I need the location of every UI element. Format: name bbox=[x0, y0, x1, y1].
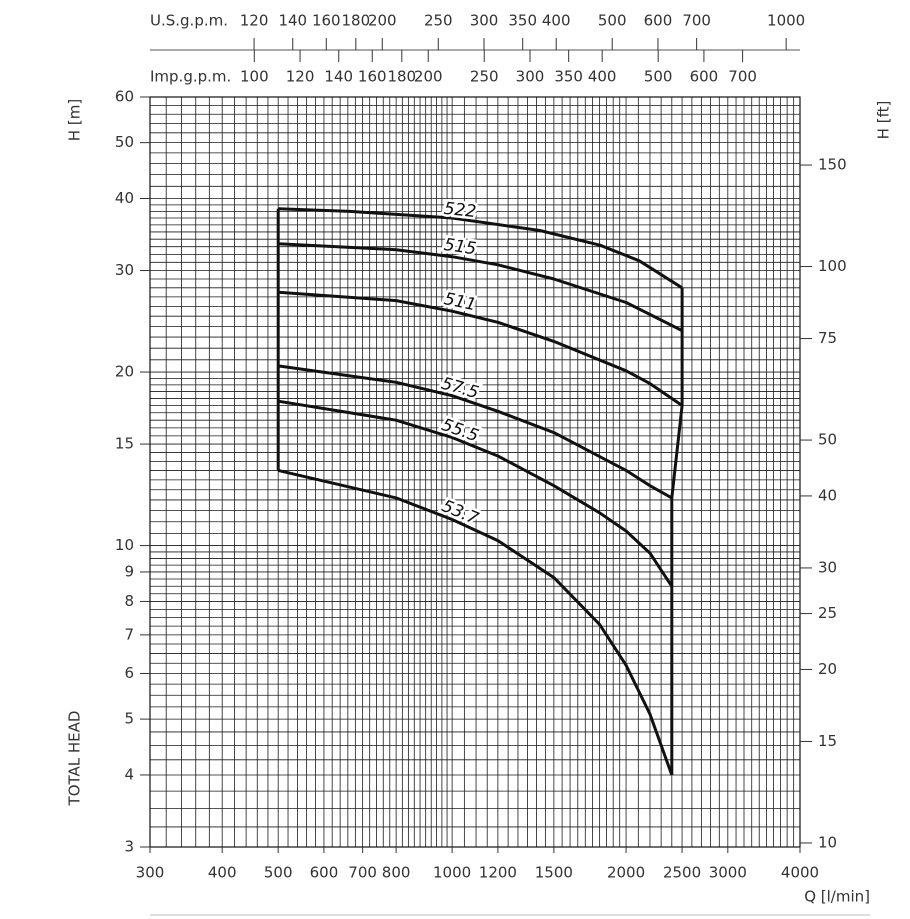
top-axis-tick-label: 160 bbox=[312, 12, 341, 30]
top-axis-tick-label: 100 bbox=[240, 68, 269, 86]
x-tick-label: 3000 bbox=[709, 864, 747, 882]
top-axis-tick-label: 600 bbox=[644, 12, 673, 30]
y-tick-label: 20 bbox=[115, 363, 134, 381]
x-tick-label: 2500 bbox=[663, 864, 701, 882]
curve bbox=[277, 364, 673, 500]
curve bbox=[278, 207, 683, 290]
top-axis-tick-label: 350 bbox=[508, 12, 537, 30]
y-tick-label: 5 bbox=[124, 710, 134, 728]
x-tick-label: 600 bbox=[310, 864, 339, 882]
y-tick-label: 10 bbox=[115, 536, 134, 554]
x-tick-label: 500 bbox=[264, 864, 293, 882]
y-axis-label: H [m] bbox=[66, 99, 84, 141]
x-tick-label: 4000 bbox=[781, 864, 819, 882]
top-axis-tick-label: 120 bbox=[240, 12, 269, 30]
curve bbox=[277, 468, 674, 776]
y-tick-label: 50 bbox=[115, 133, 134, 151]
top-axis-tick-label: 600 bbox=[690, 68, 719, 86]
curve bbox=[278, 290, 683, 407]
top-axis-tick-label: 120 bbox=[286, 68, 315, 86]
top-axis-tick-label: 250 bbox=[470, 68, 499, 86]
top-axis-tick-label: 500 bbox=[598, 12, 627, 30]
envelope-right bbox=[670, 287, 684, 775]
y-tick-label: 15 bbox=[115, 435, 134, 453]
x-tick-label: 400 bbox=[208, 864, 237, 882]
y2-tick-label: 100 bbox=[818, 257, 847, 275]
y2-tick-label: 75 bbox=[818, 329, 837, 347]
top-axis-tick-label: 140 bbox=[324, 68, 353, 86]
top-axis-tick-label: 1000 bbox=[767, 12, 805, 30]
y-tick-label: 7 bbox=[124, 625, 134, 643]
top-axis-tick-label: 350 bbox=[554, 68, 583, 86]
top-axis-tick-label: 200 bbox=[414, 68, 443, 86]
top-axis-tick-label: 400 bbox=[588, 68, 617, 86]
plot-frame bbox=[149, 96, 801, 848]
y-tick-label: 9 bbox=[124, 562, 134, 580]
x-tick-label: 1200 bbox=[479, 864, 517, 882]
top-axis-tick-label: 700 bbox=[682, 12, 711, 30]
x-tick-label: 800 bbox=[382, 864, 411, 882]
y-tick-label: 8 bbox=[124, 592, 134, 610]
y2-tick-label: 150 bbox=[818, 156, 847, 174]
top-axis-tick-label: 160 bbox=[358, 68, 387, 86]
top-axis-label: Imp.g.p.m. bbox=[150, 68, 231, 86]
curve-label: 522 bbox=[443, 199, 477, 222]
y2-axis-label: H [ft] bbox=[875, 101, 893, 140]
x-axis-label: Q [l/min] bbox=[804, 888, 870, 906]
top-axis-tick-label: 200 bbox=[368, 12, 397, 30]
y-tick-label: 60 bbox=[115, 88, 134, 106]
top-axis-tick-label: 250 bbox=[424, 12, 453, 30]
y2-tick-label: 10 bbox=[818, 833, 837, 851]
y-axis-side-label: TOTAL HEAD bbox=[66, 711, 84, 807]
y2-tick-label: 30 bbox=[818, 558, 837, 576]
top-axis-label: U.S.g.p.m. bbox=[150, 12, 228, 30]
x-tick-label: 700 bbox=[348, 864, 377, 882]
top-axis-tick-label: 700 bbox=[728, 68, 757, 86]
x-tick-label: 1000 bbox=[433, 864, 471, 882]
y-tick-label: 30 bbox=[115, 261, 134, 279]
x-tick-label: 2000 bbox=[607, 864, 645, 882]
top-axis-tick-label: 140 bbox=[278, 12, 307, 30]
y-tick-label: 6 bbox=[124, 664, 134, 682]
x-tick-label: 300 bbox=[136, 864, 165, 882]
top-axis-tick-label: 400 bbox=[542, 12, 571, 30]
x-tick-label: 1500 bbox=[535, 864, 573, 882]
top-axis-tick-label: 300 bbox=[516, 68, 545, 86]
top-axis-tick-label: 300 bbox=[470, 12, 499, 30]
curve bbox=[278, 242, 683, 332]
y-tick-label: 3 bbox=[124, 838, 134, 856]
y2-tick-label: 15 bbox=[818, 732, 837, 750]
y2-tick-label: 25 bbox=[818, 604, 837, 622]
curve bbox=[277, 399, 674, 588]
top-axis-tick-label: 500 bbox=[644, 68, 673, 86]
top-axis-tick-label: 180 bbox=[342, 12, 371, 30]
y-tick-label: 4 bbox=[124, 765, 134, 783]
y2-tick-label: 40 bbox=[818, 486, 837, 504]
y-tick-label: 40 bbox=[115, 189, 134, 207]
y2-tick-label: 20 bbox=[818, 660, 837, 678]
y2-tick-label: 50 bbox=[818, 431, 837, 449]
top-axis-tick-label: 180 bbox=[387, 68, 416, 86]
